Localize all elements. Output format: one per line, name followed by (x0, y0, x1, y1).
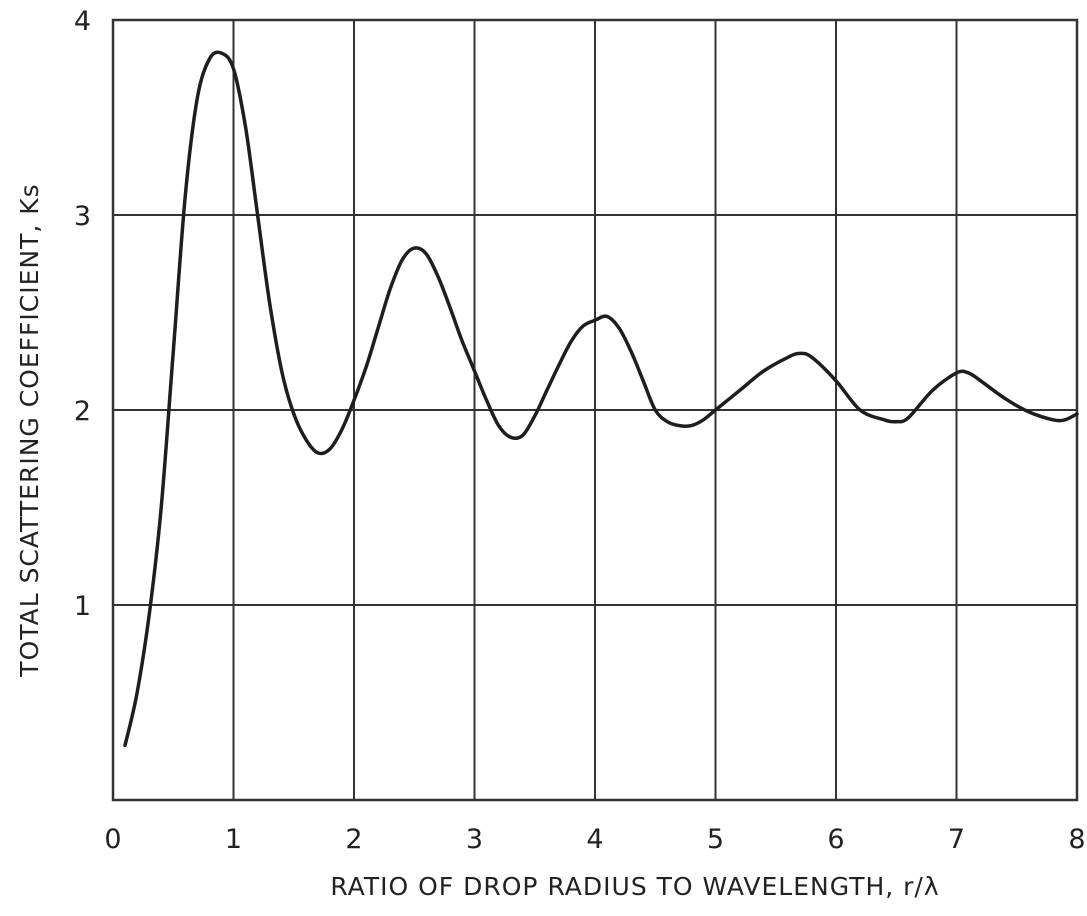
y-tick-label: 1 (74, 591, 91, 622)
y-tick-label: 4 (74, 6, 91, 37)
x-tick-label: 0 (104, 824, 121, 855)
x-tick-label: 8 (1068, 824, 1085, 855)
x-tick-label: 3 (466, 824, 483, 855)
y-tick-label: 3 (74, 201, 91, 232)
x-tick-label: 6 (827, 824, 844, 855)
x-tick-label: 4 (586, 824, 603, 855)
x-tick-label: 7 (948, 824, 965, 855)
x-tick-label: 2 (345, 824, 362, 855)
y-tick-label: 2 (74, 396, 91, 427)
x-tick-label: 1 (225, 824, 242, 855)
plot-frame (111, 18, 1079, 802)
x-tick-label: 5 (707, 824, 724, 855)
y-axis-title: TOTAL SCATTERING COEFFICIENT, Ks (15, 183, 44, 677)
x-axis-title: RATIO OF DROP RADIUS TO WAVELENGTH, r/λ (330, 872, 939, 901)
series-line (123, 50, 1079, 748)
